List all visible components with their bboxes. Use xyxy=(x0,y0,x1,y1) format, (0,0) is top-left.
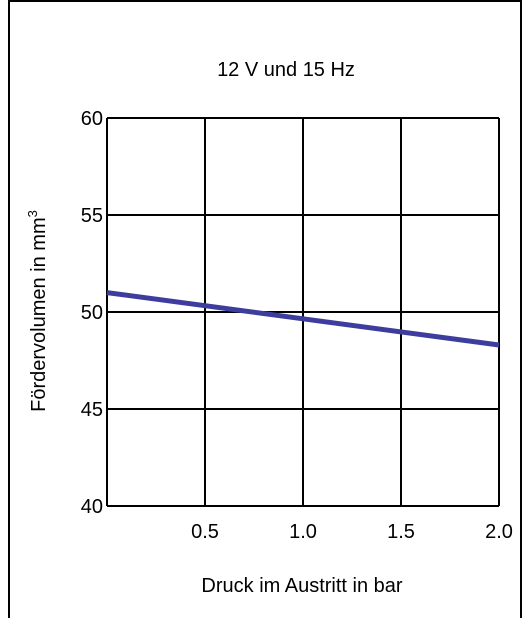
outer-border xyxy=(8,0,522,618)
y-tick-label: 45 xyxy=(81,399,103,421)
x-tick-label: 2.0 xyxy=(485,521,513,543)
y-axis-label: Fördervolumen in mm3 xyxy=(25,210,50,412)
y-tick-label: 50 xyxy=(81,302,103,324)
x-tick-label: 1.0 xyxy=(289,521,317,543)
grid-layer xyxy=(106,117,500,507)
series-layer xyxy=(106,290,500,348)
y-tick-labels: 40 45 50 55 60 xyxy=(81,108,103,518)
y-tick-label: 55 xyxy=(81,205,103,227)
y-axis-label-text: Fördervolumen in mm xyxy=(28,217,50,412)
x-tick-label: 1.5 xyxy=(387,521,415,543)
x-tick-labels: 0.5 1.0 1.5 2.0 xyxy=(191,521,513,543)
series-line xyxy=(106,290,500,348)
chart-title: 12 V und 15 Hz xyxy=(217,59,355,81)
y-tick-label: 40 xyxy=(81,496,103,518)
y-tick-label: 60 xyxy=(81,108,103,130)
x-tick-label: 0.5 xyxy=(191,521,219,543)
y-axis-label-superscript: 3 xyxy=(25,210,40,217)
x-axis-label: Druck im Austritt in bar xyxy=(201,575,403,597)
